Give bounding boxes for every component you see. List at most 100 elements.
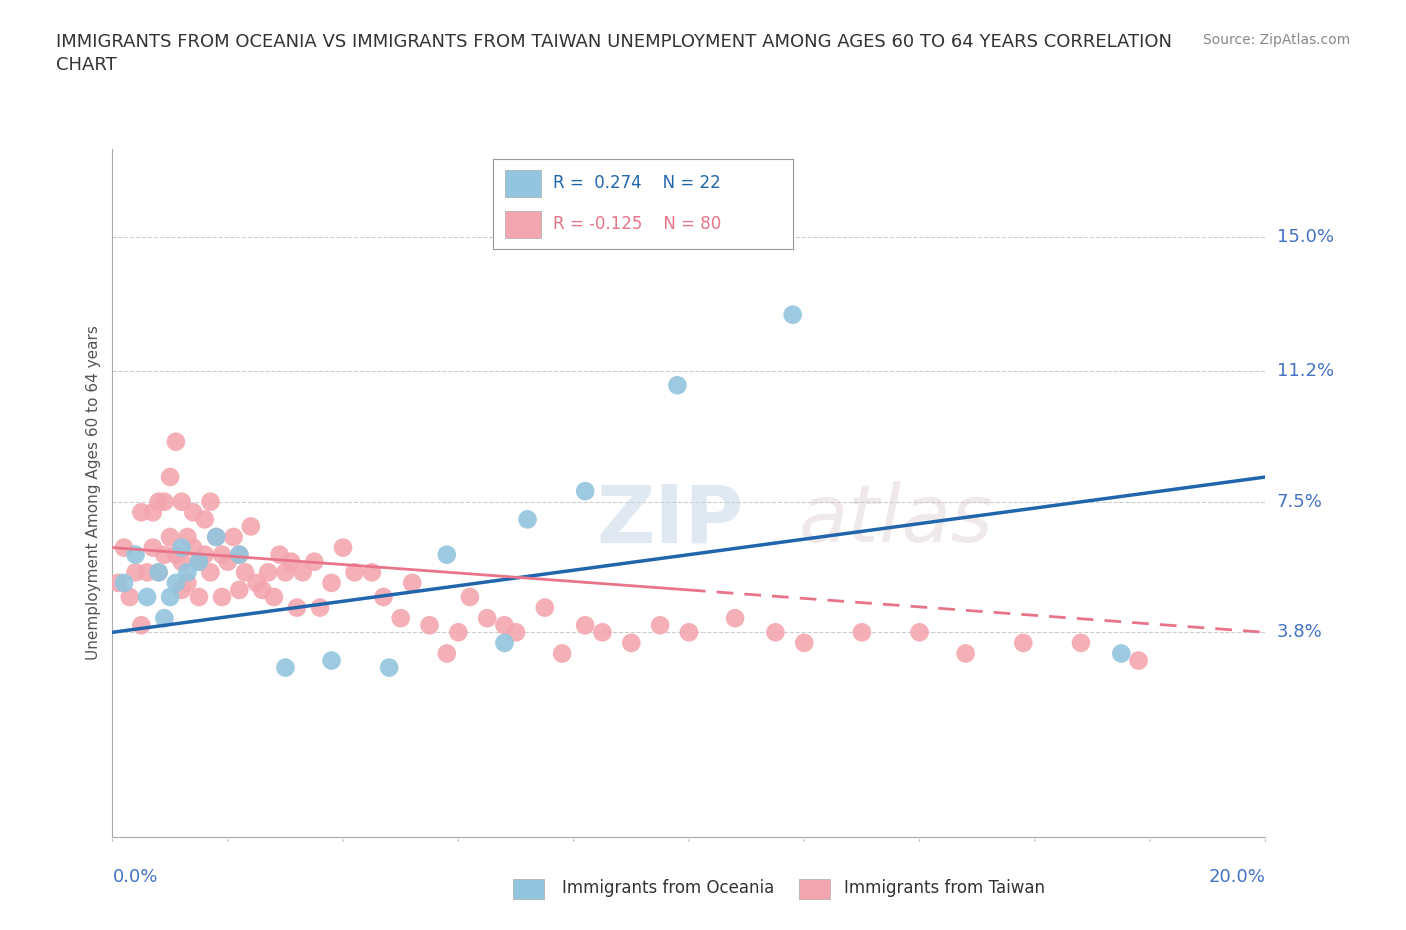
Point xyxy=(246,576,269,591)
Point xyxy=(252,582,274,597)
Point xyxy=(228,547,250,562)
Point xyxy=(1012,635,1035,650)
Point xyxy=(112,576,135,591)
Point xyxy=(176,529,198,544)
Point xyxy=(233,565,256,579)
Point xyxy=(153,611,176,626)
Point xyxy=(188,554,211,569)
Point xyxy=(494,635,516,650)
Point xyxy=(153,547,176,562)
Point xyxy=(129,618,153,632)
Point xyxy=(194,512,217,526)
Point xyxy=(205,529,228,544)
Point xyxy=(516,512,538,526)
Point xyxy=(124,565,146,579)
Point xyxy=(782,307,804,322)
Text: Immigrants from Oceania: Immigrants from Oceania xyxy=(562,879,775,897)
Point xyxy=(159,470,181,485)
Point xyxy=(1128,653,1150,668)
Point xyxy=(200,494,222,509)
Point xyxy=(170,554,193,569)
Point xyxy=(343,565,366,579)
Point xyxy=(181,540,204,555)
Point xyxy=(274,660,297,675)
Point xyxy=(148,494,170,509)
Point xyxy=(118,590,141,604)
Point xyxy=(205,529,228,544)
Point xyxy=(419,618,441,632)
Point xyxy=(142,540,165,555)
Point xyxy=(592,625,614,640)
Point xyxy=(107,576,129,591)
Point xyxy=(574,618,596,632)
Point xyxy=(401,576,423,591)
Text: atlas: atlas xyxy=(799,482,993,560)
Text: Source: ZipAtlas.com: Source: ZipAtlas.com xyxy=(1202,33,1350,46)
Point xyxy=(269,547,291,562)
Point xyxy=(165,434,187,449)
Point xyxy=(793,635,815,650)
Point xyxy=(378,660,401,675)
Point xyxy=(129,505,153,520)
Point xyxy=(239,519,262,534)
Point xyxy=(505,625,527,640)
Point xyxy=(165,576,187,591)
Point xyxy=(142,505,165,520)
Point xyxy=(165,547,187,562)
Point xyxy=(724,611,747,626)
Y-axis label: Unemployment Among Ages 60 to 64 years: Unemployment Among Ages 60 to 64 years xyxy=(86,326,101,660)
Point xyxy=(188,554,211,569)
Point xyxy=(112,540,135,555)
Point xyxy=(153,494,176,509)
Point xyxy=(291,565,314,579)
Text: 20.0%: 20.0% xyxy=(1209,868,1265,885)
Point xyxy=(181,505,204,520)
Point xyxy=(475,611,499,626)
Point xyxy=(955,646,977,661)
Point xyxy=(257,565,280,579)
Point xyxy=(136,565,159,579)
Point xyxy=(1070,635,1092,650)
Point xyxy=(321,576,343,591)
Point xyxy=(170,582,193,597)
Point xyxy=(188,590,211,604)
Point xyxy=(194,547,217,562)
Point xyxy=(389,611,412,626)
Point xyxy=(136,590,159,604)
Point xyxy=(447,625,470,640)
Point xyxy=(321,653,343,668)
Point xyxy=(373,590,395,604)
Point xyxy=(650,618,672,632)
Point xyxy=(176,576,198,591)
Text: 0.0%: 0.0% xyxy=(112,868,157,885)
Point xyxy=(211,547,233,562)
Point xyxy=(211,590,233,604)
Point xyxy=(176,565,198,579)
Point xyxy=(159,529,181,544)
Point xyxy=(222,529,245,544)
Point xyxy=(124,547,146,562)
Point xyxy=(263,590,285,604)
Point xyxy=(285,600,308,615)
Text: 11.2%: 11.2% xyxy=(1277,362,1334,380)
Point xyxy=(228,547,250,562)
Point xyxy=(228,582,250,597)
Point xyxy=(304,554,326,569)
Point xyxy=(148,565,170,579)
Point xyxy=(574,484,596,498)
Point xyxy=(360,565,382,579)
Point xyxy=(332,540,354,555)
Point xyxy=(494,618,516,632)
Point xyxy=(274,565,297,579)
Point xyxy=(851,625,873,640)
Point xyxy=(458,590,481,604)
Point xyxy=(217,554,239,569)
Point xyxy=(534,600,557,615)
Point xyxy=(170,494,193,509)
Text: 3.8%: 3.8% xyxy=(1277,623,1322,642)
Point xyxy=(309,600,332,615)
Point xyxy=(678,625,700,640)
Point xyxy=(148,565,170,579)
Point xyxy=(908,625,931,640)
Point xyxy=(170,540,193,555)
